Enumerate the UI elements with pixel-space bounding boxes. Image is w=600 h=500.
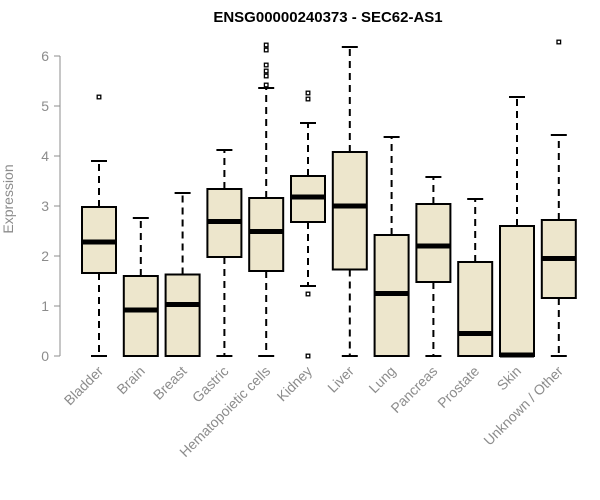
- iqr-box: [248, 197, 285, 272]
- iqr-box: [457, 261, 494, 357]
- x-tick-label: Brain: [113, 363, 147, 397]
- box-prostate: [457, 198, 494, 357]
- x-tick-label: Kidney: [274, 363, 316, 405]
- x-tick-label: Bladder: [61, 363, 107, 409]
- iqr-box: [122, 275, 159, 357]
- iqr-box: [164, 273, 201, 357]
- box-hematopoietic-cells: [248, 42, 285, 357]
- box-skin: [499, 96, 535, 358]
- outlier-point: [556, 39, 562, 45]
- box-kidney: [290, 90, 326, 359]
- y-axis-ticks: 0 1 2 3 4 5 6: [41, 48, 60, 364]
- y-tick-label: 2: [41, 248, 49, 264]
- boxes-group: [81, 39, 577, 359]
- y-axis-label: Expression: [0, 164, 16, 233]
- box-liver: [331, 46, 368, 357]
- y-tick-label: 5: [41, 98, 49, 114]
- iqr-box: [415, 203, 452, 283]
- outlier-point: [305, 96, 311, 102]
- y-tick-label: 0: [41, 348, 49, 364]
- outlier-point: [305, 291, 311, 297]
- outlier-point: [263, 68, 269, 74]
- outlier-point: [263, 82, 269, 88]
- outlier-point: [263, 42, 269, 48]
- outlier-point: [263, 62, 269, 68]
- y-tick-label: 3: [41, 198, 49, 214]
- x-tick-label: Skin: [494, 363, 525, 394]
- box-brain: [122, 217, 159, 357]
- box-pancreas: [415, 176, 452, 357]
- y-tick-label: 4: [41, 148, 49, 164]
- box-lung: [373, 136, 410, 357]
- iqr-box: [499, 225, 535, 357]
- outlier-point: [305, 353, 311, 359]
- x-tick-label: Prostate: [434, 363, 482, 411]
- y-tick-label: 1: [41, 298, 49, 314]
- outlier-point: [263, 47, 269, 53]
- y-tick-label: 6: [41, 48, 49, 64]
- x-tick-label: Lung: [365, 363, 398, 396]
- x-tick-label: Breast: [150, 363, 190, 403]
- iqr-box: [331, 151, 368, 271]
- outlier-point: [263, 73, 269, 79]
- box-bladder: [81, 94, 117, 357]
- chart-title: ENSG00000240373 - SEC62-AS1: [213, 9, 442, 26]
- x-tick-label: Liver: [324, 363, 357, 396]
- box-unknown-other: [540, 39, 577, 357]
- outlier-point: [96, 94, 102, 100]
- box-gastric: [206, 149, 243, 357]
- box-breast: [164, 192, 201, 357]
- x-tick-label: Unknown / Other: [480, 363, 566, 449]
- outlier-point: [305, 90, 311, 96]
